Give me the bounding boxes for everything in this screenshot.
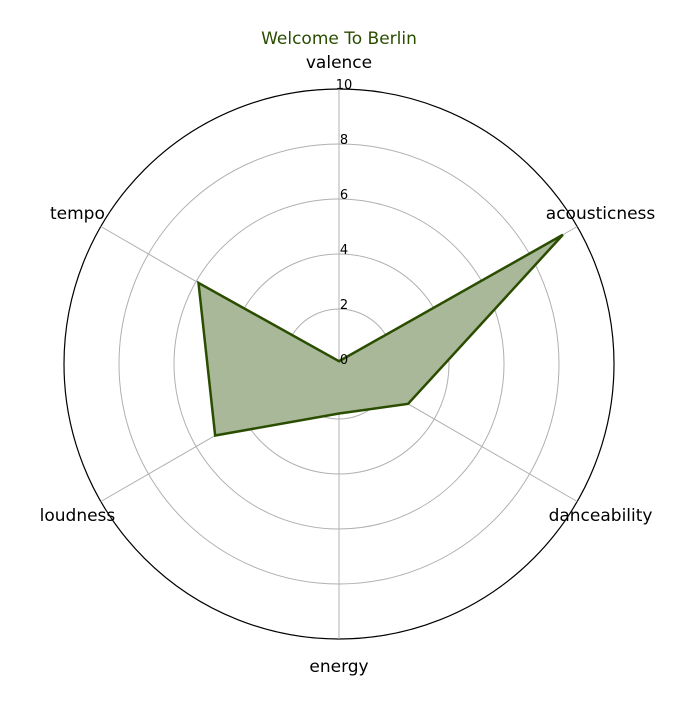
axis-label-loudness: loudness (40, 506, 116, 526)
axis-label-acousticness: acousticness (546, 204, 656, 224)
axis-label-valence: valence (306, 53, 372, 73)
chart-title: Welcome To Berlin (261, 29, 417, 49)
tick-label-2: 2 (340, 298, 348, 313)
radial-tick-labels: 0 2 4 6 8 10 (336, 78, 353, 368)
axis-label-energy: energy (309, 657, 368, 677)
tick-label-0: 0 (340, 353, 348, 368)
axis-label-tempo: tempo (50, 204, 105, 224)
tick-label-6: 6 (340, 188, 348, 203)
tick-label-8: 8 (340, 133, 348, 148)
tick-label-10: 10 (336, 78, 353, 93)
axis-label-danceability: danceability (549, 506, 653, 526)
tick-label-4: 4 (340, 243, 348, 258)
radar-series (196, 233, 564, 437)
axis-labels: valence acousticness danceability energy lou… (40, 53, 656, 677)
series-area (196, 233, 564, 437)
